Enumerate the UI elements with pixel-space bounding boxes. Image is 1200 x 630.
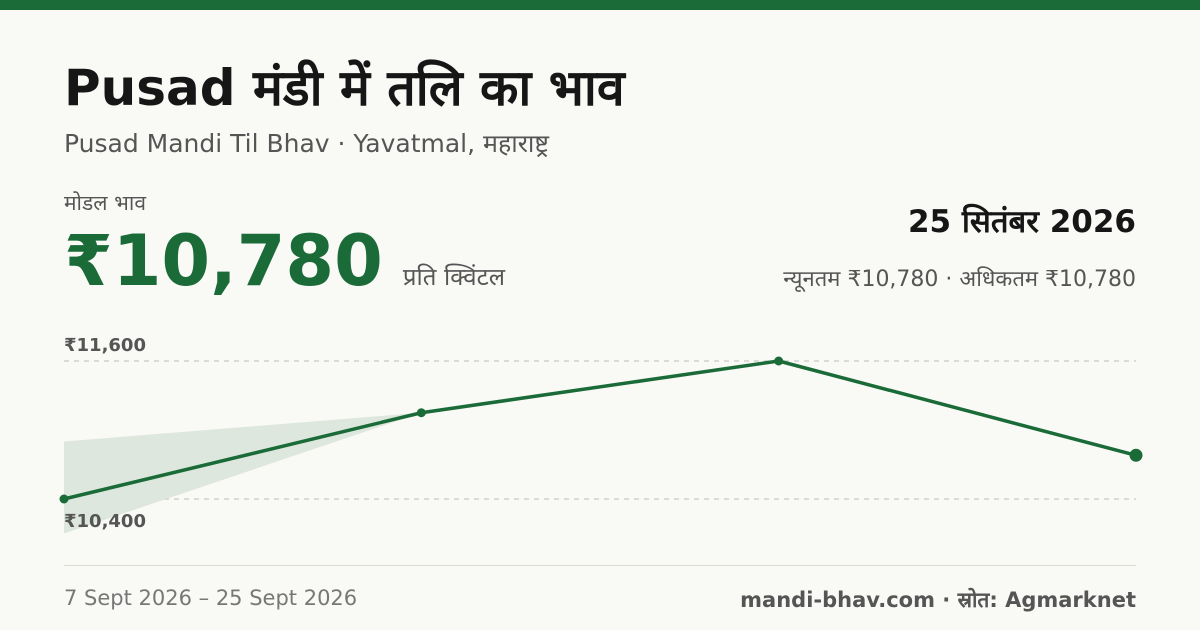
date-period: 7 Sept 2026 – 25 Sept 2026 [64,586,358,610]
data-point [774,356,784,366]
modal-price-label: मोडल भाव [64,191,147,215]
chart-points [59,356,1143,504]
top-accent-bar [0,0,1200,10]
source-credit: mandi-bhav.com · स्रोत: Agmarknet [740,588,1136,612]
modal-price-row: ₹10,780 प्रति क्विंटल [64,226,505,296]
modal-price-value: ₹10,780 [64,220,383,302]
price-unit: प्रति क्विंटल [402,263,506,291]
price-date: 25 सितंबर 2026 [907,204,1136,240]
page-subtitle: Pusad Mandi Til Bhav · Yavatmal, महाराष्… [64,129,550,158]
data-point [59,494,69,504]
y-tick-label: ₹10,400 [64,511,146,532]
data-point [1129,448,1143,462]
price-range: न्यूनतम ₹10,780 · अधिकतम ₹10,780 [783,267,1136,292]
y-tick-label: ₹11,600 [64,335,146,356]
series-line [63,359,1137,501]
price-range-band [64,412,1136,534]
page-title: Pusad मंडी में तलि का भाव [64,59,625,117]
chart-grid [64,360,1136,500]
data-point [416,408,426,418]
footer-divider [64,565,1136,566]
chart-tick-labels: ₹11,600 ₹10,400 [64,335,146,532]
price-chart: ₹11,600 ₹10,400 [59,335,1143,534]
